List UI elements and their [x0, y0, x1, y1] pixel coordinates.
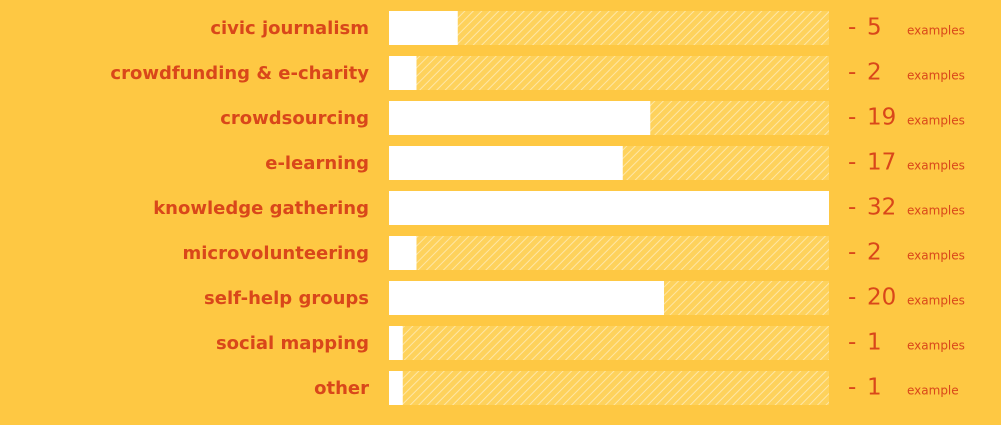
- value-label: 2: [867, 60, 882, 86]
- category-label: knowledge gathering: [153, 198, 369, 219]
- unit-label: examples: [907, 204, 965, 218]
- bar: [389, 191, 829, 225]
- unit-label: examples: [907, 24, 965, 38]
- category-label: microvolunteering: [182, 243, 369, 264]
- unit-label: examples: [907, 339, 965, 353]
- unit-label: examples: [907, 114, 965, 128]
- separator: -: [848, 150, 856, 176]
- value-label: 1: [867, 330, 882, 356]
- value-label: 5: [867, 15, 882, 41]
- unit-label: examples: [907, 159, 965, 173]
- separator: -: [848, 285, 856, 311]
- separator: -: [848, 105, 856, 131]
- bar: [389, 146, 623, 180]
- bar-track: [389, 371, 829, 405]
- category-label: crowdsourcing: [220, 108, 369, 129]
- value-label: 1: [867, 375, 882, 401]
- value-label: 17: [867, 150, 896, 176]
- value-label: 32: [867, 195, 896, 221]
- separator: -: [848, 330, 856, 356]
- category-label: crowdfunding & e-charity: [110, 63, 369, 84]
- bar-track: [389, 326, 829, 360]
- separator: -: [848, 240, 856, 266]
- bar: [389, 101, 651, 135]
- bar-track: [389, 11, 829, 45]
- separator: -: [848, 60, 856, 86]
- unit-label: examples: [907, 249, 965, 263]
- unit-label: example: [907, 384, 959, 398]
- unit-label: examples: [907, 294, 965, 308]
- category-label: self-help groups: [204, 288, 369, 309]
- bar-track: [389, 236, 829, 270]
- unit-label: examples: [907, 69, 965, 83]
- bar-track: [389, 56, 829, 90]
- category-label: social mapping: [216, 333, 369, 354]
- category-label: civic journalism: [210, 18, 369, 39]
- bar: [389, 371, 403, 405]
- separator: -: [848, 15, 856, 41]
- value-label: 2: [867, 240, 882, 266]
- bar: [389, 11, 458, 45]
- bar: [389, 56, 417, 90]
- category-label: e-learning: [265, 153, 369, 174]
- separator: -: [848, 375, 856, 401]
- bar: [389, 281, 664, 315]
- separator: -: [848, 195, 856, 221]
- category-label: other: [314, 378, 369, 399]
- value-label: 19: [867, 105, 896, 131]
- bar: [389, 236, 417, 270]
- bar: [389, 326, 403, 360]
- value-label: 20: [867, 285, 896, 311]
